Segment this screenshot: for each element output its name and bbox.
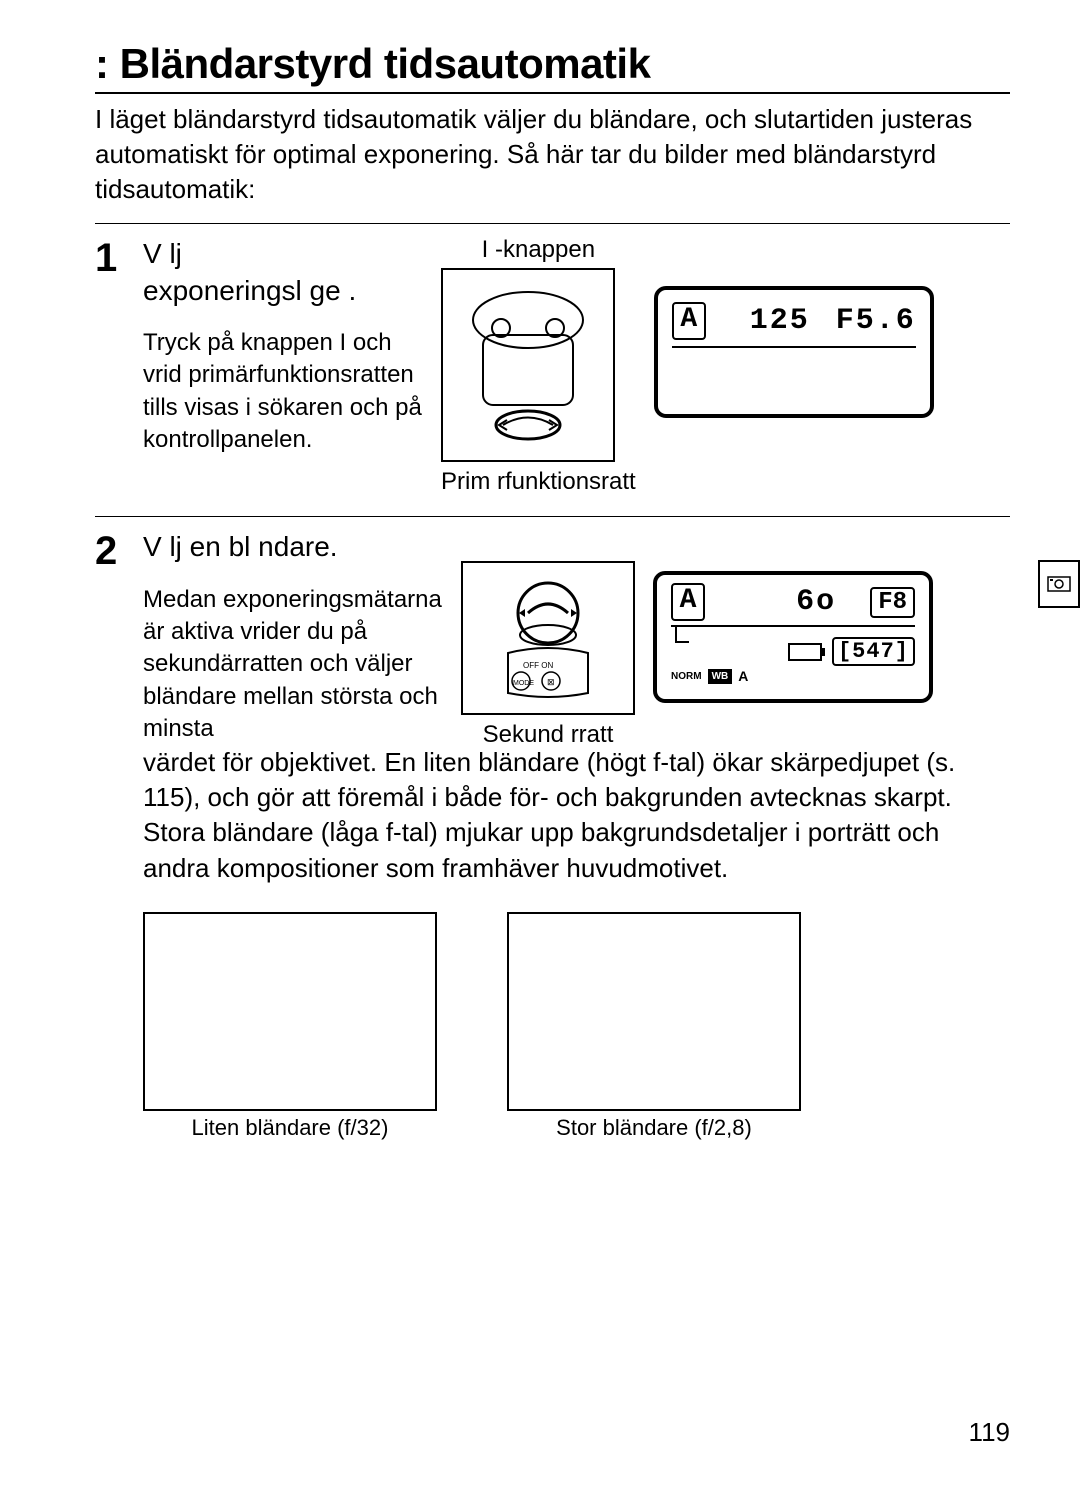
lcd2-count: [547] (832, 637, 915, 666)
example-2-label: Stor bländare (f/2,8) (507, 1115, 801, 1141)
example-1-image (143, 912, 437, 1111)
lcd1-aperture: F5.6 (836, 304, 916, 338)
step-2-lcd: A 6o F8 [547] (653, 529, 933, 703)
divider-1 (95, 223, 1010, 224)
example-2: Stor bländare (f/2,8) (507, 912, 801, 1141)
step-1-fig-bottom-label: Prim rfunktionsratt (441, 468, 636, 496)
example-1-label: Liten bländare (f/32) (143, 1115, 437, 1141)
divider-2 (95, 516, 1010, 517)
lcd2-shutter: 6o (796, 585, 836, 619)
example-images: Liten bländare (f/32) Stor bländare (f/2… (143, 912, 1010, 1141)
camera-front-illustration: OFF ON MODE ⊠ (461, 561, 635, 715)
battery-icon (788, 643, 822, 661)
lcd2-wb-a: A (738, 668, 748, 684)
lcd2-l-indicator (675, 627, 689, 643)
step-1-number: 1 (95, 236, 143, 278)
lcd-panel-1: A 125 F5.6 (654, 286, 934, 418)
svg-text:⊠: ⊠ (547, 677, 555, 687)
step-2: 2 V lj en bl ndare. Medan exponeringsmät… (95, 529, 1010, 749)
example-1: Liten bländare (f/32) (143, 912, 437, 1141)
step-1-desc: Tryck på knappen I och vrid primärfunkti… (143, 327, 423, 457)
svg-text:MODE: MODE (513, 680, 534, 687)
step-1-fig-top-label: I -knappen (441, 236, 636, 264)
page-number: 119 (969, 1417, 1010, 1448)
step-1-title-b: exponeringsl ge . (143, 275, 356, 306)
step-1-title: V lj exponeringsl ge . (143, 236, 423, 309)
lcd1-mode: A (672, 302, 706, 340)
lcd2-wb: WB (708, 669, 733, 684)
intro-text: I läget bländarstyrd tidsautomatik välje… (95, 102, 1010, 207)
step-2-title: V lj en bl ndare. (143, 529, 443, 565)
camera-front-icon: OFF ON MODE ⊠ (473, 573, 623, 703)
step-1-lcd: A 125 F5.6 (654, 236, 934, 418)
lcd2-aperture: F8 (870, 587, 915, 618)
exposure-mode-icon (1047, 574, 1071, 594)
camera-top-icon (453, 280, 603, 450)
lcd-panel-2: A 6o F8 [547] (653, 571, 933, 703)
step-1: 1 V lj exponeringsl ge . Tryck på knappe… (95, 236, 1010, 496)
step-1-title-a: V lj (143, 238, 182, 269)
step-2-desc: Medan exponeringsmätarna är aktiva vride… (143, 584, 443, 746)
lcd1-shutter: 125 (750, 304, 810, 338)
page-heading: : Bländarstyrd tidsautomatik (95, 40, 1010, 94)
svg-text:OFF ON: OFF ON (523, 661, 553, 670)
camera-top-illustration (441, 268, 615, 462)
step-2-continuation: värdet för objektivet. En liten bländare… (143, 745, 1010, 885)
lcd2-mode: A (671, 583, 705, 621)
step-2-number: 2 (95, 529, 143, 571)
side-tab-icon (1038, 560, 1080, 608)
lcd2-norm: NORM (671, 671, 702, 682)
step-2-figure-camera: OFF ON MODE ⊠ Sekund rratt (461, 529, 635, 749)
example-2-image (507, 912, 801, 1111)
step-1-figure-camera: I -knappen Prim (441, 236, 636, 496)
